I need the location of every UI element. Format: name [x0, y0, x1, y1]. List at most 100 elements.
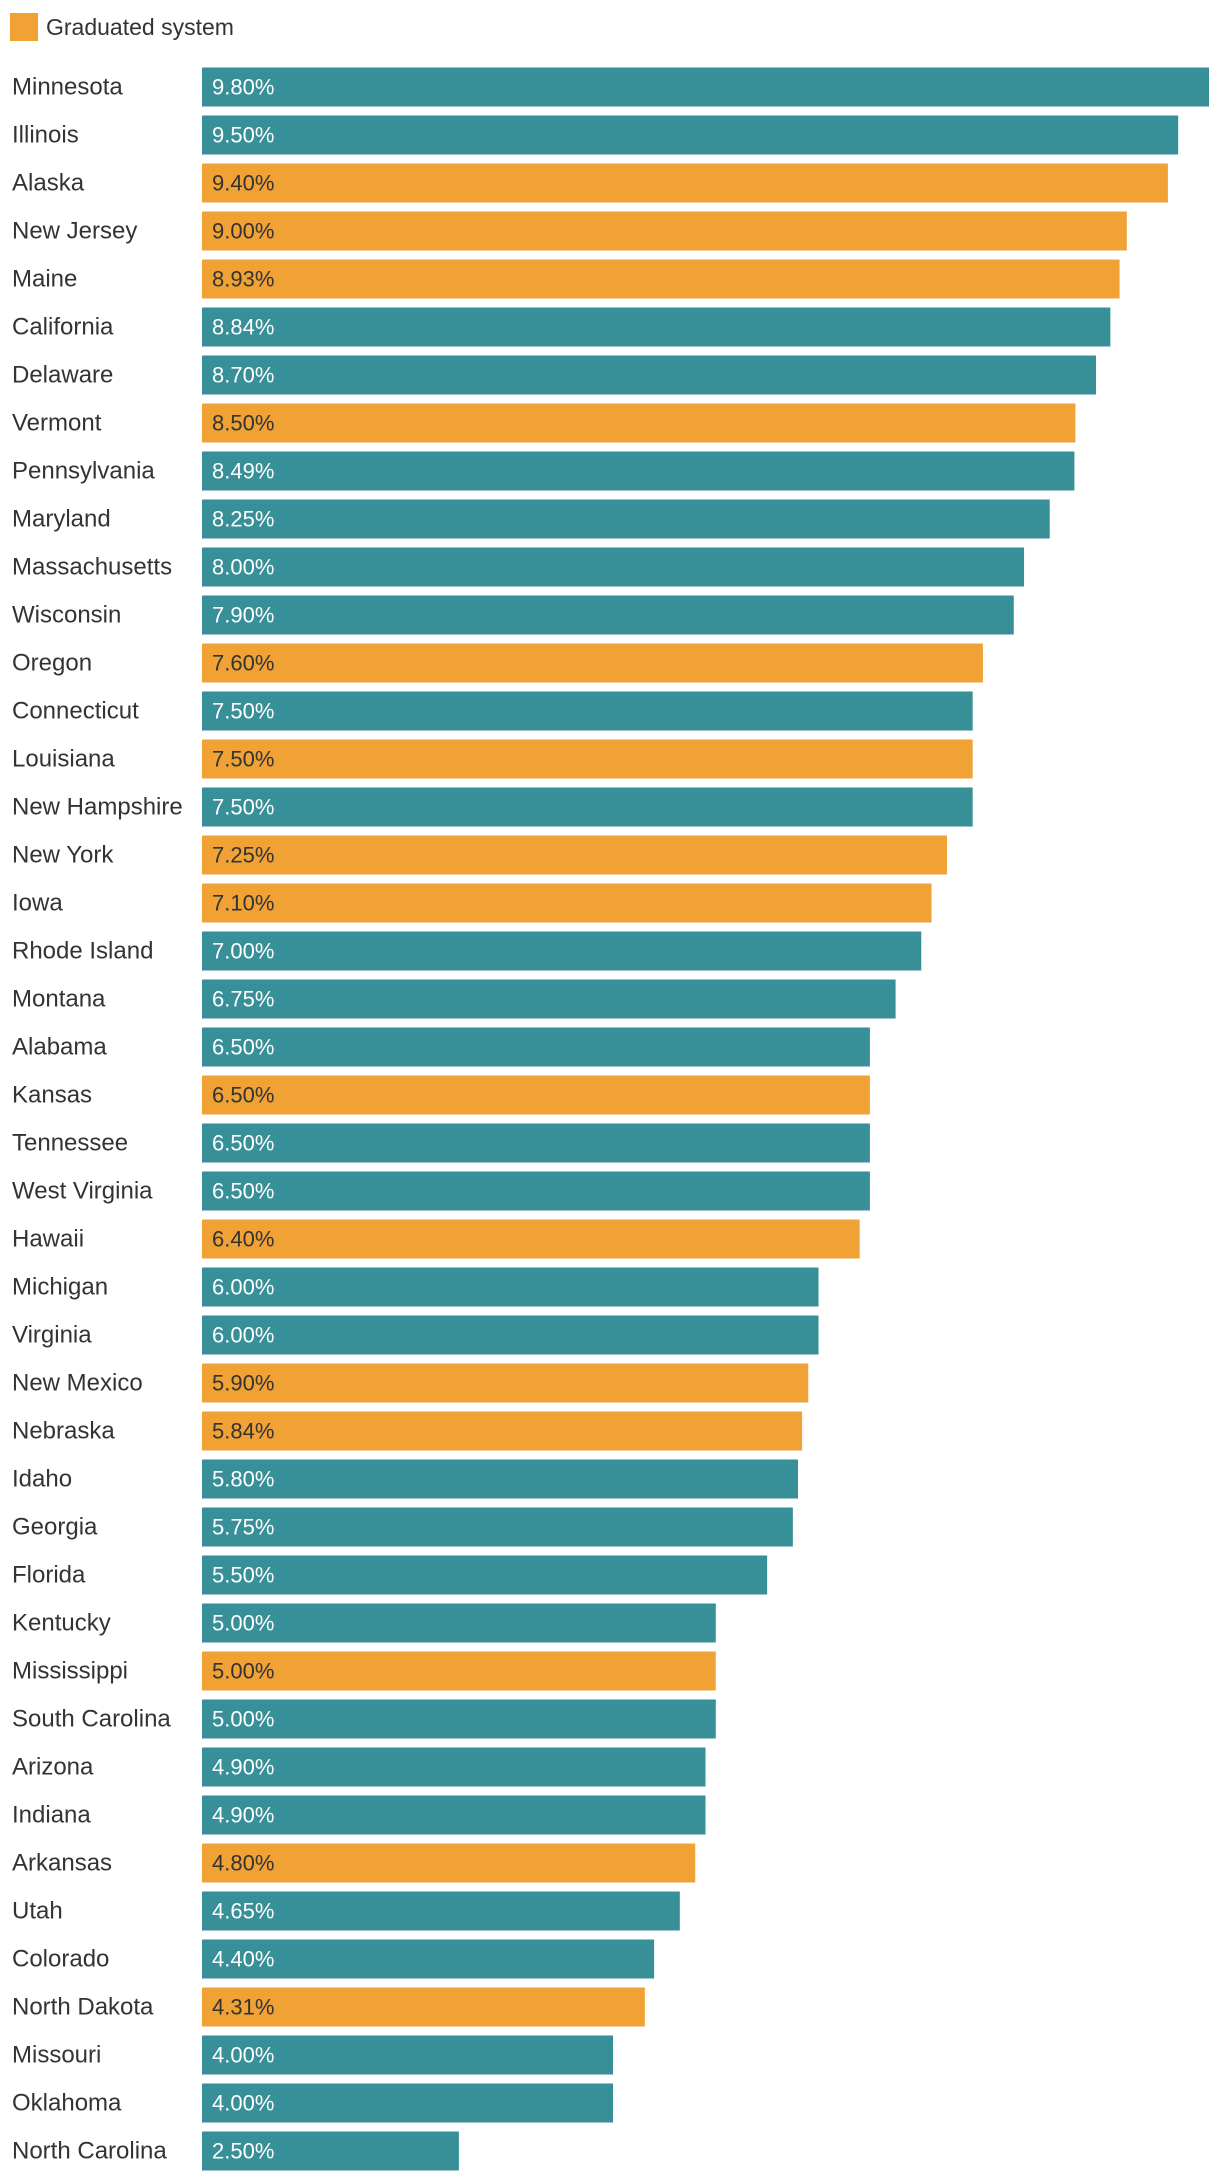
bar	[202, 1027, 870, 1067]
category-label: Maine	[12, 266, 77, 293]
bar	[202, 403, 1076, 443]
category-label: New York	[12, 842, 114, 869]
category-label: Arizona	[12, 1754, 94, 1781]
category-label: Oklahoma	[12, 2090, 122, 2117]
legend: Graduated system	[10, 12, 234, 42]
bar	[202, 2035, 614, 2075]
bar	[202, 1651, 716, 1691]
category-label: Kansas	[12, 1082, 92, 1109]
value-label: 8.00%	[212, 555, 274, 580]
category-label: Kentucky	[12, 1610, 111, 1637]
bar	[202, 259, 1120, 299]
bar	[202, 67, 1209, 107]
category-label: Maryland	[12, 506, 111, 533]
category-label: Louisiana	[12, 746, 115, 773]
value-label: 4.80%	[212, 1851, 274, 1876]
legend-swatch-graduated	[10, 13, 38, 41]
value-label: 6.00%	[212, 1275, 274, 1300]
category-label: Vermont	[12, 410, 102, 437]
category-label: New Hampshire	[12, 794, 183, 821]
bar	[202, 643, 983, 683]
value-label: 5.00%	[212, 1707, 274, 1732]
value-label: 6.50%	[212, 1131, 274, 1156]
bar	[202, 1843, 696, 1883]
bar	[202, 1891, 680, 1931]
value-label: 5.00%	[212, 1659, 274, 1684]
value-label: 4.40%	[212, 1947, 274, 1972]
value-label: 6.50%	[212, 1179, 274, 1204]
bar	[202, 1603, 716, 1643]
bar	[202, 1075, 870, 1115]
value-label: 4.31%	[212, 1995, 274, 2020]
value-label: 5.80%	[212, 1467, 274, 1492]
bar	[202, 1699, 716, 1739]
bar	[202, 2083, 614, 2123]
value-label: 4.00%	[212, 2043, 274, 2068]
bar	[202, 355, 1096, 395]
value-label: 8.50%	[212, 411, 274, 436]
category-label: Arkansas	[12, 1850, 112, 1877]
value-label: 8.70%	[212, 363, 274, 388]
value-label: 4.90%	[212, 1755, 274, 1780]
value-label: 6.75%	[212, 987, 274, 1012]
value-label: 9.80%	[212, 75, 274, 100]
bar	[202, 1555, 768, 1595]
category-label: North Dakota	[12, 1994, 154, 2021]
category-label: New Mexico	[12, 1370, 143, 1397]
value-label: 7.90%	[212, 603, 274, 628]
bar	[202, 931, 922, 971]
value-label: 7.00%	[212, 939, 274, 964]
value-label: 5.75%	[212, 1515, 274, 1540]
category-label: Massachusetts	[12, 554, 172, 581]
category-label: California	[12, 314, 114, 341]
category-label: Alabama	[12, 1034, 107, 1061]
category-label: Virginia	[12, 1322, 92, 1349]
category-label: Michigan	[12, 1274, 108, 1301]
category-label: Illinois	[12, 122, 79, 149]
category-label: Colorado	[12, 1946, 109, 1973]
bar	[202, 1171, 870, 1211]
value-label: 7.60%	[212, 651, 274, 676]
value-label: 9.40%	[212, 171, 274, 196]
bar	[202, 547, 1025, 587]
value-label: 9.00%	[212, 219, 274, 244]
value-label: 5.50%	[212, 1563, 274, 1588]
bar	[202, 1987, 645, 2027]
value-label: 8.25%	[212, 507, 274, 532]
bar	[202, 1507, 793, 1547]
bar	[202, 1315, 819, 1355]
bar	[202, 883, 932, 923]
bar	[202, 1747, 706, 1787]
category-label: Alaska	[12, 170, 85, 197]
value-label: 7.50%	[212, 795, 274, 820]
bar	[202, 499, 1050, 539]
bar	[202, 691, 973, 731]
category-label: Nebraska	[12, 1418, 115, 1445]
legend-label-graduated: Graduated system	[46, 13, 234, 40]
value-label: 5.84%	[212, 1419, 274, 1444]
value-label: 6.00%	[212, 1323, 274, 1348]
value-label: 7.50%	[212, 747, 274, 772]
category-label: Rhode Island	[12, 938, 153, 965]
bar	[202, 163, 1168, 203]
bar	[202, 835, 947, 875]
bar	[202, 1123, 870, 1163]
category-label: Indiana	[12, 1802, 91, 1829]
category-label: Idaho	[12, 1466, 72, 1493]
bar	[202, 1795, 706, 1835]
value-label: 2.50%	[212, 2139, 274, 2164]
category-label: Delaware	[12, 362, 113, 389]
value-label: 4.65%	[212, 1899, 274, 1924]
category-label: West Virginia	[12, 1178, 153, 1205]
category-label: Florida	[12, 1562, 86, 1589]
bar	[202, 1363, 809, 1403]
category-label: Mississippi	[12, 1658, 128, 1685]
value-label: 7.10%	[212, 891, 274, 916]
category-label: Utah	[12, 1898, 63, 1925]
bar	[202, 211, 1127, 251]
bar	[202, 595, 1014, 635]
category-label: South Carolina	[12, 1706, 171, 1733]
category-label: Iowa	[12, 890, 63, 917]
bar	[202, 979, 896, 1019]
